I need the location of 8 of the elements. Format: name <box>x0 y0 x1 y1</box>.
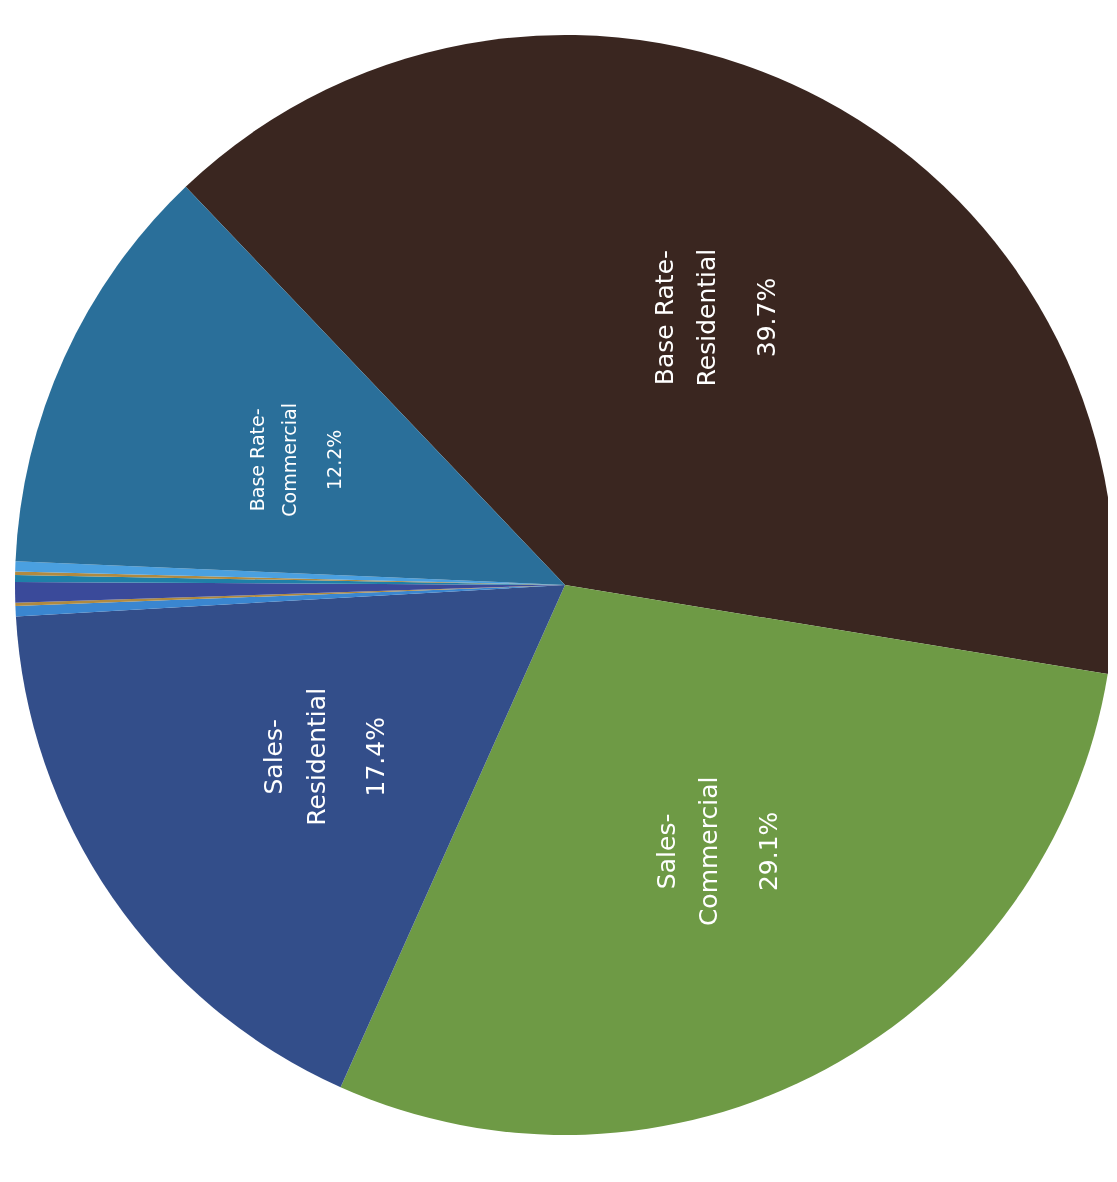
data-label: 17.4% <box>361 717 391 797</box>
slice-label: Sales-Commercial <box>651 776 724 927</box>
slice-label: Base Rate-Residential <box>649 248 722 387</box>
data-label: 39.7% <box>751 277 781 358</box>
data-label: 29.1% <box>753 811 783 892</box>
slice-label: Sales-Residential <box>259 687 331 826</box>
data-label: 12.2% <box>323 429 346 491</box>
slice-label: Base Rate-Commercial <box>245 403 301 517</box>
